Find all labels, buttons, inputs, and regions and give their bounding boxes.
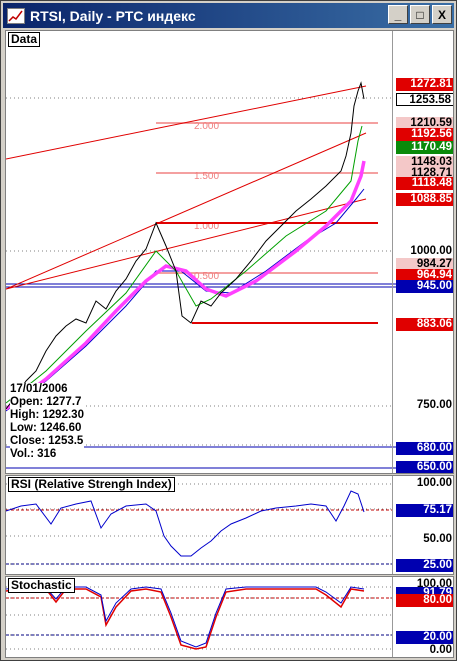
price-axis-value-tag: 650.00 — [396, 461, 453, 473]
close-button[interactable]: X — [432, 5, 452, 24]
price-axis-value-tag: 945.00 — [396, 280, 453, 293]
info-value: 1253.5 — [48, 435, 84, 447]
close-icon: X — [437, 7, 446, 22]
moving-average-slow — [6, 188, 365, 412]
info-value: 1246.60 — [39, 422, 82, 434]
price-axis-separator — [392, 31, 393, 473]
window-title: RTSI, Daily - РТС индекс — [30, 7, 196, 24]
minimize-icon: _ — [394, 7, 402, 22]
rsi-pane-label: RSI (Relative Strengh Index) — [8, 477, 175, 492]
price-axis-value-tag: 750.00 — [416, 399, 452, 411]
price-pane-label: Data — [8, 32, 41, 47]
info-row: Low: 1246.60 — [10, 422, 84, 435]
fibonacci-level-label: 0.500 — [194, 271, 219, 282]
moving-average-fast — [6, 125, 363, 404]
info-date: 17/01/2006 — [10, 383, 84, 396]
info-value: 1277.7 — [46, 396, 82, 408]
price-close-line — [6, 81, 365, 410]
price-axis-value-tag: 1148.03 — [396, 156, 453, 169]
minimize-button[interactable]: _ — [388, 5, 408, 24]
price-pane[interactable]: 2.000 1.500 1.000 0.500 Data 1272.81 1253.58… — [5, 30, 454, 474]
info-label: High: — [10, 409, 40, 421]
ohlc-info-box: 17/01/2006 Open: 1277.7 High: 1292.30 Low: 12… — [10, 383, 84, 461]
stochastic-axis-separator — [392, 577, 393, 657]
trendline-lower — [6, 198, 367, 290]
price-axis-value-tag: 883.06 — [396, 318, 453, 331]
maximize-button[interactable]: □ — [410, 5, 430, 24]
info-row: Close: 1253.5 — [10, 435, 84, 448]
rsi-axis-value-tag: 25.00 — [396, 559, 453, 572]
stochastic-pane-label: Stochastic — [8, 578, 75, 593]
stochastic-pane[interactable]: Stochastic 100.00 91.79 80.00 20.00 0.00 — [5, 576, 454, 658]
price-axis-value-tag: 1192.56 — [396, 128, 453, 141]
price-axis-value-tag: 1088.85 — [396, 193, 453, 206]
price-axis-value-tag: 1000.00 — [410, 245, 452, 257]
price-axis-value-tag: 1128.71 — [396, 167, 453, 180]
info-label: Low: — [10, 422, 37, 434]
price-axis-value-tag: 964.94 — [396, 269, 453, 282]
info-row: High: 1292.30 — [10, 409, 84, 422]
fibonacci-level-label: 2.000 — [194, 121, 219, 132]
price-axis-value-tag: 1118.48 — [396, 177, 453, 190]
fibonacci-level-label: 1.000 — [194, 221, 219, 232]
info-label: Open: — [10, 396, 44, 408]
rsi-line — [6, 490, 365, 557]
rsi-axis-value-tag: 75.17 — [396, 504, 453, 517]
rsi-axis-value-tag: 50.00 — [423, 533, 452, 545]
info-row: Open: 1277.7 — [10, 396, 84, 409]
info-value: 316 — [37, 448, 57, 460]
moving-average-mid — [6, 160, 366, 411]
trendline-mid — [6, 132, 367, 290]
price-axis-value-tag: 1170.49 — [396, 141, 453, 154]
price-axis-value-tag: 1210.59 — [396, 117, 453, 130]
info-value: 1292.30 — [42, 409, 84, 421]
price-axis-value-tag: 1272.81 — [396, 78, 453, 91]
price-axis-value-tag: 680.00 — [396, 442, 453, 455]
fibonacci-level-label: 1.500 — [194, 171, 219, 182]
info-label: Vol.: — [10, 448, 35, 460]
price-axis-value-tag: 984.27 — [396, 258, 453, 271]
stochastic-axis-value-tag: 80.00 — [396, 594, 453, 607]
rsi-axis-separator — [392, 476, 393, 574]
rsi-axis-value-tag: 100.00 — [416, 477, 452, 489]
price-chart: 2.000 1.500 1.000 0.500 — [6, 81, 453, 469]
info-row: Vol.: 316 — [10, 448, 84, 461]
chart-app-icon — [7, 7, 25, 24]
rsi-pane[interactable]: RSI (Relative Strengh Index) 100.00 75.17… — [5, 475, 454, 575]
info-label: Close: — [10, 435, 46, 447]
trendline-upper — [6, 85, 367, 160]
stochastic-axis-value-tag: 20.00 — [396, 631, 453, 644]
price-axis-value-tag: 1253.58 — [396, 93, 453, 106]
stochastic-axis-value-tag: 0.00 — [429, 644, 452, 656]
title-bar[interactable]: RTSI, Daily - РТС индекс _ □ X — [3, 3, 454, 28]
maximize-icon: □ — [416, 7, 424, 22]
